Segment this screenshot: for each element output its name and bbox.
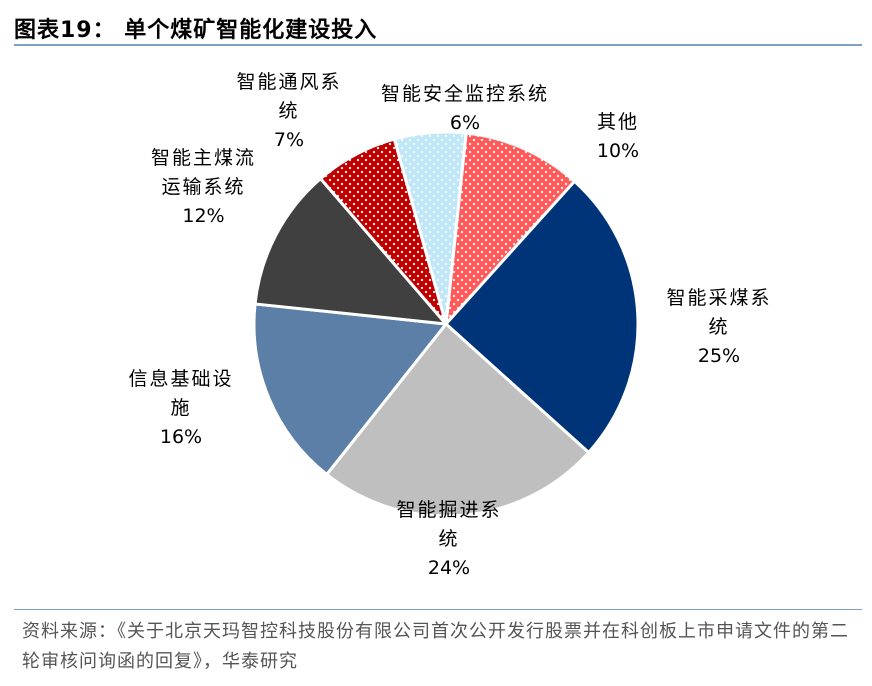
pie-slice-2 — [325, 322, 591, 518]
slice-label-safety: 智能安全监控系统 6% — [380, 83, 549, 134]
pie-svg — [252, 130, 640, 518]
slice-label-transport: 智能主煤流 运输系统 12% — [150, 147, 256, 227]
slice-label-infrastructure: 信息基础设施 16% — [128, 368, 234, 448]
slice-label-excavation: 智能掘进系统 24% — [396, 499, 502, 579]
pie-slice-0 — [444, 131, 576, 326]
pie-slice-3 — [252, 302, 448, 476]
chart-title: 图表19： 单个煤矿智能化建设投入 — [14, 18, 378, 43]
pie-slice-6 — [392, 130, 468, 326]
pie-chart: 其他 10% 智能采煤系统 25% 智能掘进系统 24% 信息基础设施 16% … — [0, 50, 872, 600]
slice-label-ventilation: 智能通风系统 7% — [236, 71, 342, 151]
title-divider — [14, 44, 862, 46]
source-note: 资料来源：《关于北京天玛智控科技股份有限公司首次公开发行股票并在科创板上市申请文… — [22, 621, 849, 672]
slice-label-mining: 智能采煤系统 25% — [666, 287, 772, 367]
pie-slice-1 — [444, 179, 640, 454]
chart-header: 图表19： 单个煤矿智能化建设投入 — [14, 8, 862, 44]
source-divider — [14, 609, 862, 610]
slice-label-other: 其他 10% — [596, 111, 640, 162]
pie-slice-4 — [253, 177, 448, 326]
